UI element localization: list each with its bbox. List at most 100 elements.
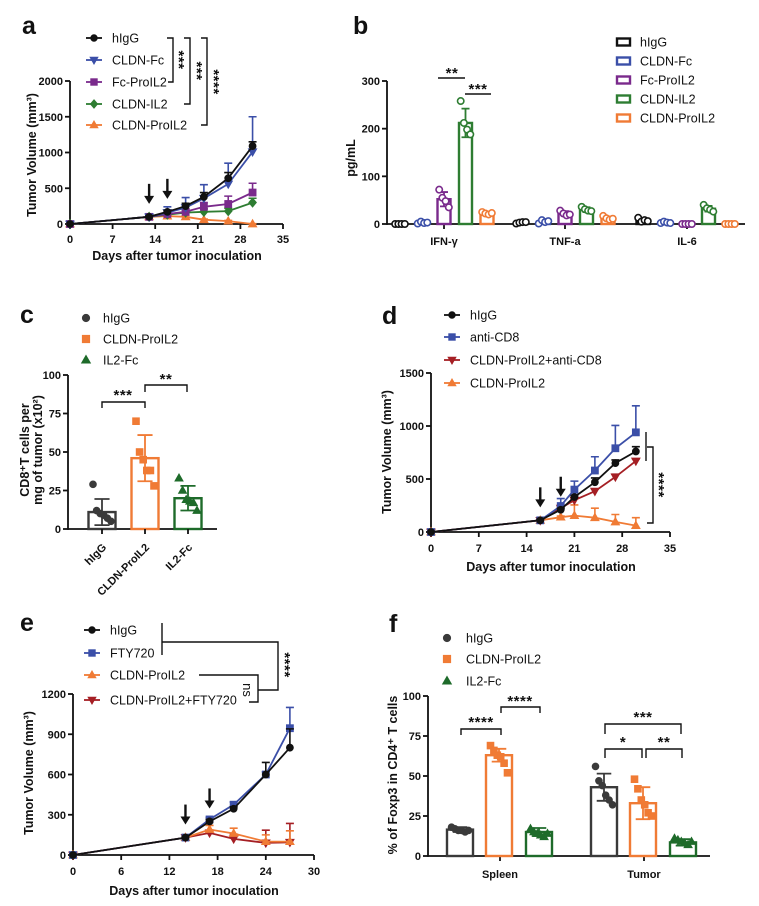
legend-marker (90, 78, 98, 86)
series-cldn-il2 (456, 97, 718, 226)
data-point (444, 203, 453, 212)
legend-label: hIgG (466, 632, 493, 646)
x-tick-label: IL-6 (677, 236, 697, 248)
data-point (466, 130, 475, 139)
data-point (587, 207, 596, 216)
significance-bracket (167, 37, 174, 83)
group-il2-fc (173, 473, 203, 531)
data-point (135, 448, 144, 456)
panel-d: 0 500 1000 1500 Tumor Volume (mm³) d 0 7 14 21 28 3… (380, 302, 676, 574)
data-point (556, 505, 565, 514)
y-tick-label: 300 (48, 810, 66, 822)
legend-label: CLDN-IL2 (112, 98, 168, 112)
y-tick-label: 100 (43, 370, 61, 382)
data-point (590, 478, 599, 487)
data-point (204, 824, 215, 833)
data-point (181, 202, 190, 211)
data-point (569, 510, 580, 519)
x-tick-label: hIgG (83, 542, 109, 568)
data-point (459, 118, 468, 127)
y-tick-label: 100 (362, 171, 380, 183)
data-point (536, 516, 545, 525)
series-higg (427, 445, 640, 536)
x-tick-label: IL2-Fc (164, 542, 195, 573)
legend-item: hIgG (615, 36, 667, 50)
data-point (139, 455, 147, 464)
x-tick-label: 7 (110, 234, 116, 246)
y-axis-title: % of Foxp3 in CD4⁺ T cells (386, 696, 400, 855)
legend-label: CLDN-IL2 (640, 93, 696, 107)
legend-item: hIgG (442, 632, 493, 646)
data-point (610, 473, 621, 483)
data-point (427, 528, 435, 536)
data-point (630, 775, 639, 784)
legend-item: CLDN-ProIL2 (84, 669, 185, 683)
series-cldn-proil2 (426, 504, 641, 536)
data-point (570, 485, 579, 494)
significance-bracket (604, 748, 643, 758)
x-tick-label: Tumor (627, 869, 661, 881)
data-point (610, 516, 621, 526)
data-point (630, 520, 641, 530)
significance-label: **** (650, 472, 667, 497)
x-tick-label: 6 (118, 866, 124, 878)
data-point (456, 97, 465, 106)
y-tick-label: 1000 (400, 421, 424, 433)
y-tick-label: 0 (418, 527, 424, 539)
data-point (631, 447, 640, 456)
arrow-head (144, 195, 155, 204)
legend-marker (88, 649, 96, 657)
data-point (247, 218, 258, 228)
y-tick-label: 50 (49, 447, 61, 459)
data-point (608, 801, 617, 809)
x-tick-label: 18 (211, 866, 223, 878)
data-point (464, 826, 473, 835)
y-tick-label: 0 (415, 851, 421, 863)
series-il2-fc (524, 823, 698, 858)
data-point (608, 214, 617, 223)
panel-letter: f (389, 610, 398, 638)
data-point (107, 517, 115, 526)
legend-item: CLDN-Fc (615, 55, 692, 69)
legend-label: FTY720 (110, 647, 155, 661)
significance-bracket (184, 37, 191, 105)
treatment-arrow-icon (162, 178, 173, 199)
legend-item: CLDN-Fc (86, 54, 164, 68)
data-point (487, 209, 496, 218)
y-tick-label: 0 (55, 524, 61, 536)
legend-label: CLDN-Fc (640, 55, 692, 69)
legend-item: IL2-Fc (80, 354, 138, 368)
y-tick-label: 75 (49, 409, 61, 421)
data-point (198, 214, 209, 224)
significance-bracket (647, 446, 654, 524)
y-tick-label: 1500 (400, 368, 424, 380)
legend-label: CLDN-ProIL2 (112, 119, 187, 133)
data-point (500, 759, 508, 768)
arrow-head (535, 499, 546, 508)
legend-item: hIgG (84, 624, 137, 638)
significance-label: *** (468, 81, 487, 98)
x-tick-label: IFN-γ (430, 236, 458, 248)
significance-label: *** (113, 387, 132, 404)
legend-marker (447, 377, 457, 387)
treatment-arrow-icon (555, 476, 566, 497)
legend-marker (442, 633, 452, 643)
panel-letter: a (22, 12, 37, 40)
data-point (643, 217, 652, 226)
significance-label: *** (170, 50, 187, 69)
arrow-head (162, 190, 173, 199)
data-point (284, 836, 295, 845)
data-point (611, 444, 620, 453)
legend-marker (80, 354, 92, 364)
data-point (248, 188, 257, 197)
y-axis-title: CD8⁺T cells per (18, 403, 32, 497)
y-tick-label: 200 (362, 124, 380, 136)
data-point (146, 466, 155, 475)
series-line (72, 831, 290, 856)
data-point (224, 174, 233, 183)
legend-swatch (615, 56, 632, 66)
legend-label: IL2-Fc (103, 354, 138, 368)
significance-bracket (199, 674, 259, 703)
panel-f: 0 25 50 75 100% of Foxp3 in CD4⁺ T cells f Spl… (386, 610, 710, 881)
panel-letter: e (20, 609, 34, 637)
